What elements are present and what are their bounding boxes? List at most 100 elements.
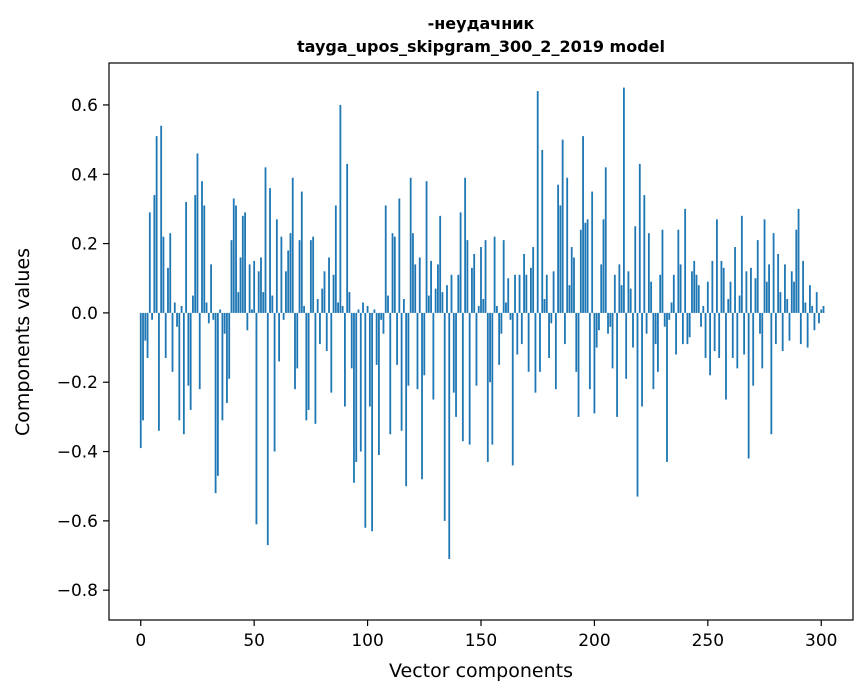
- bar: [718, 312, 721, 358]
- bar: [691, 271, 693, 313]
- bar: [409, 177, 412, 313]
- bar: [146, 312, 149, 358]
- bar: [638, 163, 641, 313]
- bar: [647, 233, 650, 313]
- bar: [729, 281, 732, 313]
- bar: [564, 312, 566, 345]
- bar: [477, 305, 480, 313]
- bar: [584, 222, 587, 313]
- bar: [312, 236, 315, 313]
- bar: [226, 312, 228, 404]
- chart-subtitle: tayga_upos_skipgram_300_2_2019 model: [297, 37, 665, 56]
- bar: [788, 312, 791, 341]
- bar: [391, 233, 394, 313]
- bar: [493, 236, 496, 313]
- chart-title: -неудачник: [428, 14, 535, 33]
- bar: [319, 312, 321, 345]
- bar: [287, 250, 290, 313]
- bar: [228, 312, 231, 379]
- bar: [804, 302, 807, 313]
- bar: [325, 312, 328, 352]
- bar: [457, 274, 460, 313]
- bar: [468, 312, 471, 445]
- bar: [366, 305, 369, 313]
- bar: [160, 125, 163, 313]
- bar: [298, 240, 301, 313]
- bar: [613, 274, 616, 313]
- bar: [423, 312, 426, 376]
- bar: [534, 312, 537, 393]
- bar: [754, 278, 757, 313]
- bar: [185, 201, 188, 313]
- bar: [679, 264, 682, 313]
- bar: [364, 312, 367, 528]
- bar: [716, 219, 718, 313]
- bar: [659, 274, 662, 313]
- bar: [579, 229, 582, 313]
- bar: [464, 177, 467, 313]
- bar: [251, 309, 253, 313]
- bar: [761, 312, 764, 369]
- bar: [709, 312, 711, 376]
- bar: [291, 177, 294, 313]
- bar: [246, 312, 249, 331]
- bar: [720, 260, 723, 313]
- bar: [543, 299, 546, 313]
- bar: [416, 312, 419, 390]
- bar: [355, 312, 358, 462]
- bar: [582, 136, 584, 313]
- bar: [618, 264, 621, 313]
- bar: [566, 177, 569, 313]
- bar: [770, 312, 773, 435]
- bar: [616, 312, 618, 417]
- bar: [670, 302, 673, 313]
- bar: [439, 215, 442, 313]
- bar: [280, 236, 283, 313]
- bar: [768, 264, 770, 313]
- bar: [257, 271, 260, 313]
- y-tick-label: −0.4: [57, 443, 98, 463]
- bar: [232, 198, 235, 313]
- bar: [677, 229, 680, 313]
- bar: [681, 312, 684, 345]
- bar: [430, 260, 432, 313]
- bar: [650, 281, 653, 313]
- bar: [818, 312, 820, 324]
- bar: [811, 305, 814, 313]
- bar: [559, 205, 562, 313]
- bar: [623, 87, 625, 313]
- bar: [201, 181, 203, 313]
- bar: [164, 312, 167, 358]
- bar: [205, 302, 208, 313]
- bar: [627, 271, 630, 313]
- bar: [611, 312, 614, 369]
- bar: [382, 312, 385, 334]
- bar: [697, 285, 700, 313]
- bar: [632, 312, 634, 348]
- bar: [600, 264, 603, 313]
- bar: [466, 240, 469, 313]
- bar: [530, 267, 532, 313]
- bar: [378, 312, 380, 456]
- bar: [266, 312, 269, 546]
- bar: [525, 274, 528, 313]
- bar: [602, 219, 605, 313]
- bar: [532, 247, 535, 313]
- bar: [609, 312, 612, 327]
- bar: [743, 312, 746, 355]
- bar: [684, 208, 687, 313]
- bar: [269, 188, 271, 313]
- bar: [554, 312, 557, 390]
- bar: [777, 253, 780, 313]
- bar: [663, 312, 666, 327]
- bar: [784, 264, 786, 313]
- bar: [514, 274, 516, 313]
- bar: [341, 305, 344, 313]
- bar: [214, 312, 217, 494]
- bar: [625, 312, 628, 379]
- y-tick-label: 0.4: [71, 165, 98, 185]
- bar: [797, 208, 800, 313]
- y-tick-label: 0.0: [71, 304, 98, 324]
- bar: [296, 312, 299, 369]
